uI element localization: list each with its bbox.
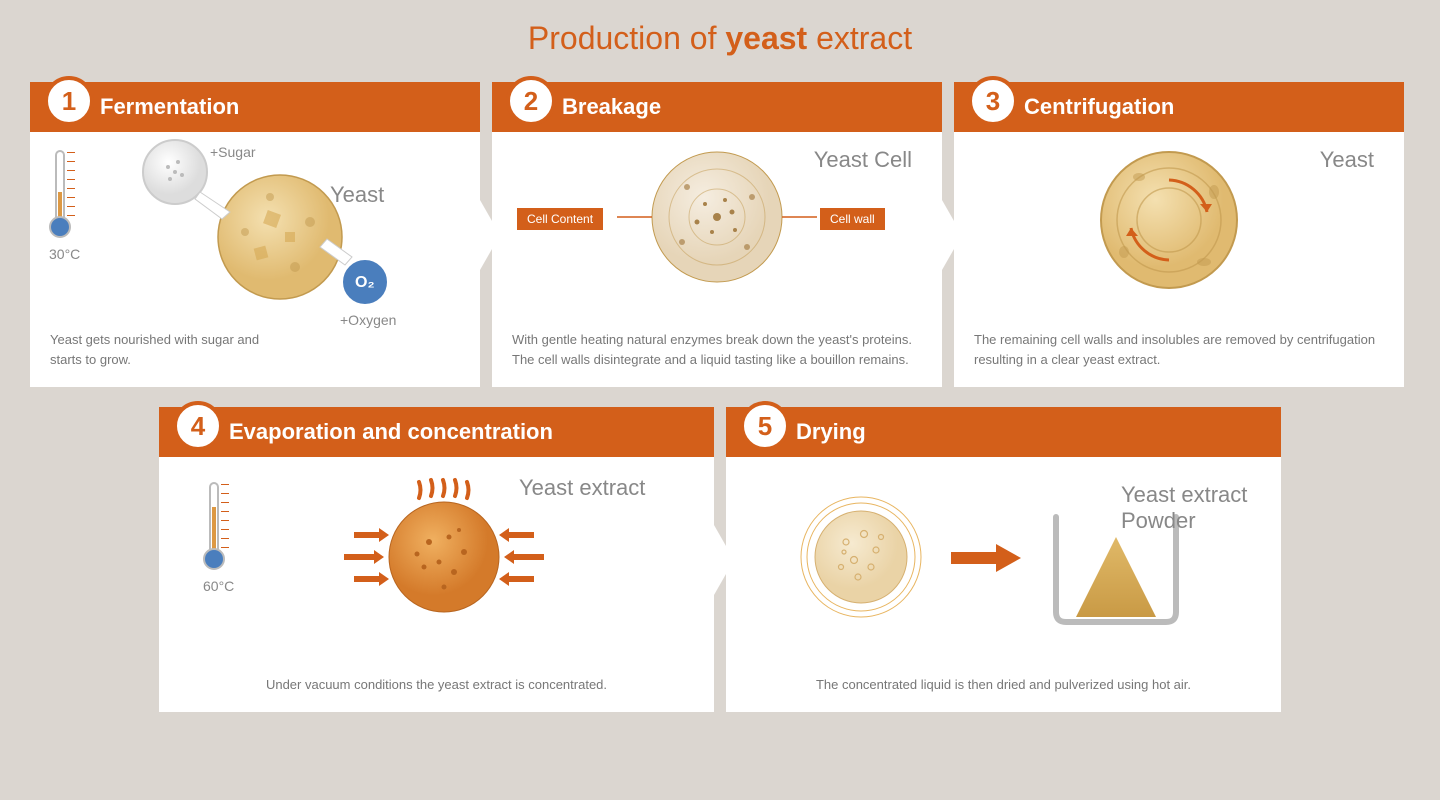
arrow-icon [714, 525, 734, 595]
o2-symbol: O₂ [355, 274, 375, 292]
thermo-label-1: 30°C [49, 246, 80, 262]
yeast-label-3: Yeast [1320, 147, 1374, 173]
step-5-number: 5 [740, 401, 790, 451]
main-title: Production of yeast extract [30, 20, 1410, 57]
step-5-title: Drying [726, 407, 1281, 457]
title-pre: Production of [528, 20, 725, 56]
thermo-label-4: 60°C [203, 578, 234, 594]
title-post: extract [807, 20, 912, 56]
thermometer-icon: 30°C [55, 150, 80, 262]
yeast-cell-label: Yeast Cell [814, 147, 912, 173]
step-4-number: 4 [173, 401, 223, 451]
title-bold: yeast [725, 20, 807, 56]
sugar-label: +Sugar [210, 144, 256, 160]
step-2-card: 2 Breakage Yeast Cell Cell Content Cell … [492, 82, 942, 387]
step-1-title: Fermentation [30, 82, 480, 132]
cell-wall-tag: Cell wall [820, 208, 885, 230]
step-3-body: Yeast The remaining cell walls and insol… [954, 132, 1404, 387]
yeast-label-1: Yeast [330, 182, 384, 208]
step-3-desc: The remaining cell walls and insolubles … [974, 330, 1384, 369]
step-1-number: 1 [44, 76, 94, 126]
row-1: 1 Fermentation 30°C [30, 82, 1410, 387]
step-3-card: 3 Centrifugation Yeast The remaining cel… [954, 82, 1404, 387]
fermentation-illustration [120, 137, 420, 317]
powder-label: Yeast extract Powder [1121, 482, 1247, 535]
row-2: 4 Evaporation and concentration 60°C [30, 407, 1410, 712]
step-1-body: 30°C [30, 132, 480, 387]
cell-content-tag: Cell Content [517, 208, 603, 230]
centrifugation-illustration [1084, 142, 1254, 302]
step-2-title: Breakage [492, 82, 942, 132]
step-5-body: Yeast extract Powder The concentrated li… [726, 457, 1281, 712]
step-4-desc: Under vacuum conditions the yeast extrac… [179, 675, 694, 695]
step-3-title: Centrifugation [954, 82, 1404, 132]
step-2-number: 2 [506, 76, 556, 126]
oxygen-label: +Oxygen [340, 312, 396, 328]
step-5-card: 5 Drying [726, 407, 1281, 712]
step-4-body: 60°C Yeast extract Under vacuum conditio… [159, 457, 714, 712]
arrow-icon [942, 200, 962, 270]
step-1-card: 1 Fermentation 30°C [30, 82, 480, 387]
thermometer-icon: 60°C [209, 482, 234, 594]
step-5-desc: The concentrated liquid is then dried an… [746, 675, 1261, 695]
arrow-icon [480, 200, 500, 270]
extract-label: Yeast extract [519, 475, 645, 501]
step-4-card: 4 Evaporation and concentration 60°C [159, 407, 714, 712]
powder-label-1: Yeast extract [1121, 482, 1247, 507]
step-1-desc: Yeast gets nourished with sugar and star… [50, 330, 280, 369]
step-3-number: 3 [968, 76, 1018, 126]
breakage-illustration [617, 142, 817, 292]
step-2-desc: With gentle heating natural enzymes brea… [512, 330, 922, 369]
step-2-body: Yeast Cell Cell Content Cell wall With g… [492, 132, 942, 387]
powder-label-2: Powder [1121, 508, 1196, 533]
infographic-container: Production of yeast extract 1 Fermentati… [0, 0, 1440, 752]
step-4-title: Evaporation and concentration [159, 407, 714, 457]
